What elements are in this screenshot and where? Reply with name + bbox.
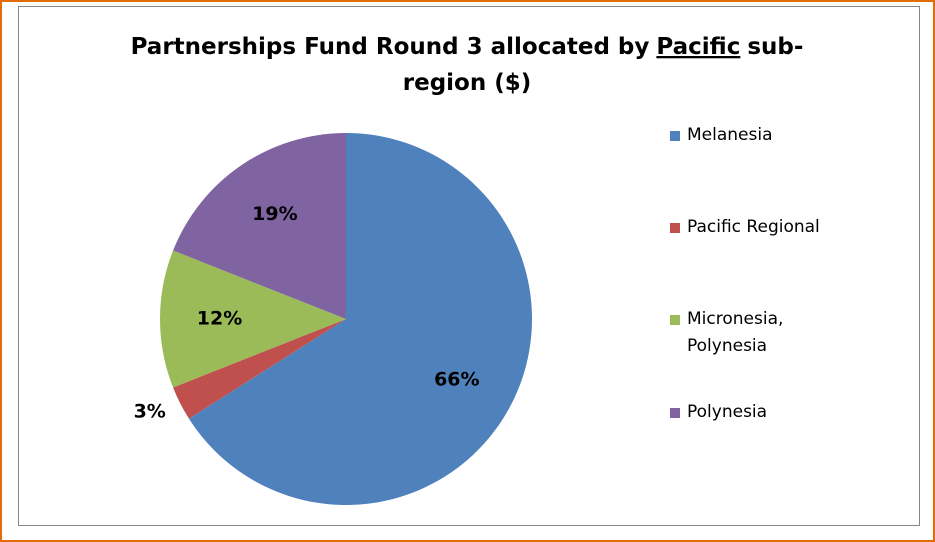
legend-label: Polynesia [687,402,768,422]
legend-item: Pacific Regional [670,214,830,241]
data-label: 3% [134,400,166,422]
legend-item: Melanesia [670,122,830,149]
legend: Melanesia Pacific Regional Micronesia, Pol… [670,122,830,426]
chart-title: Partnerships Fund Round 3 allocated by Pa… [131,34,804,60]
legend-label: Pacific Regional [687,217,820,237]
pie-slice [188,133,532,506]
title-part: Partnerships Fund Round 3 allocated by [131,34,650,60]
legend-swatch [670,315,680,325]
data-label: 66% [434,368,479,390]
pie-slice [173,133,346,319]
legend-label: Micronesia, Polynesia [687,309,784,356]
legend-item: Micronesia, Polynesia [670,306,830,360]
legend-swatch [670,131,680,141]
data-label: 19% [252,203,297,225]
legend-label: Melanesia [687,125,773,145]
title-part: Pacific [656,34,740,60]
legend-item: Polynesia [670,399,830,426]
legend-swatch [670,223,680,233]
pie-slice [160,250,346,388]
data-label: 12% [197,308,242,330]
chart-area [18,6,920,526]
legend-swatch [670,408,680,418]
title-part: sub- [747,34,803,60]
pie-slice [173,319,346,419]
chart-title: region ($) [403,70,532,96]
